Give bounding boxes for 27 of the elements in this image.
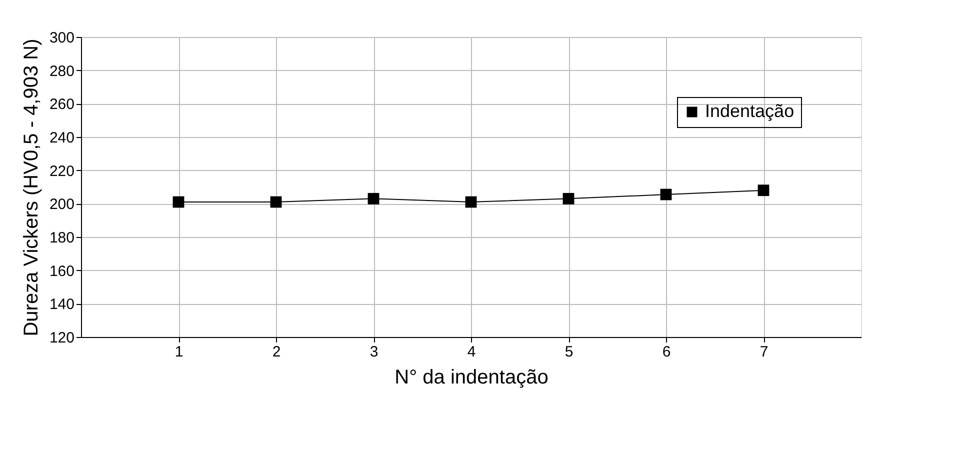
y-tick-label: 200 [49,196,74,214]
legend-label: Indentação [705,101,794,121]
point [660,188,672,200]
y-tick-label: 240 [49,130,74,146]
x-tick-label: 5 [564,344,574,360]
x-tick-label: 1 [174,344,184,360]
y-tick-label: 140 [49,296,74,314]
x-tick-label: 7 [760,344,768,360]
y-tick-label: 260 [49,96,74,114]
point [758,184,770,196]
point [562,192,574,204]
x-tick-label: 3 [370,344,378,360]
x-tick-label: 4 [467,344,476,360]
point [465,196,477,208]
point [172,196,184,208]
y-tick-label: 180 [49,230,74,246]
y-tick-label: 300 [49,30,74,46]
y-tick-label: 220 [49,162,74,180]
point [270,196,282,208]
y-tick-label: 280 [49,62,74,80]
y-tick-label: 120 [49,330,74,346]
y-tick-label: 160 [49,262,74,280]
x-tick-label: 2 [272,344,281,360]
point [368,192,380,204]
x-axis-title: N° da indentação [394,366,548,388]
y-axis-title: Dureza Vickers (HV0,5 - 4,903 N) [20,38,42,336]
x-tick-label: 6 [662,344,671,360]
